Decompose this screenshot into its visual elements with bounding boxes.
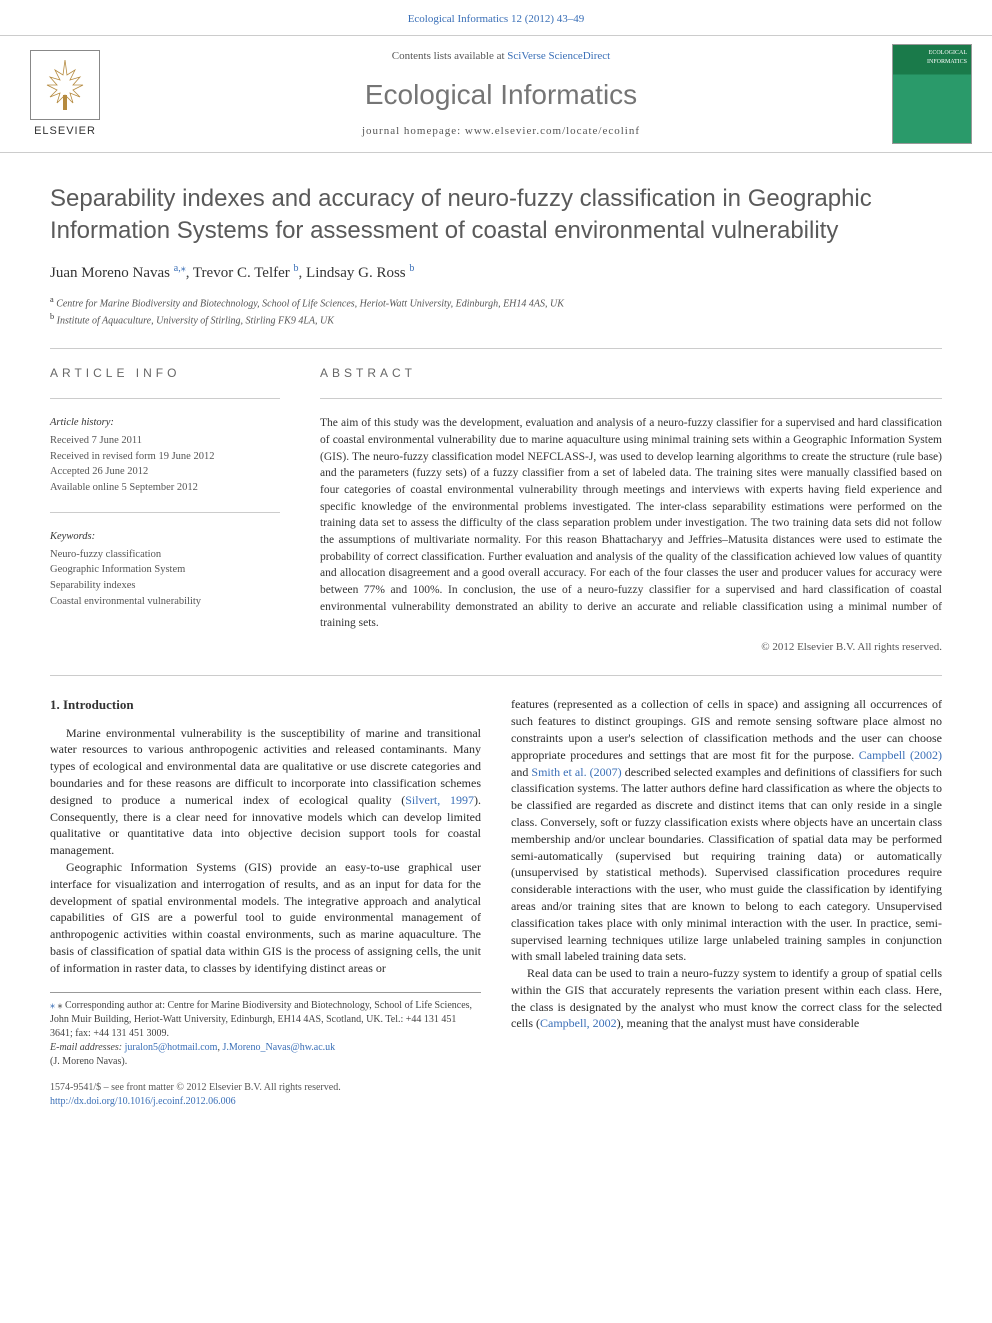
- body-column-left: 1. Introduction Marine environmental vul…: [50, 696, 481, 1109]
- main-content: Separability indexes and accuracy of neu…: [0, 153, 992, 1139]
- abstract-text: The aim of this study was the developmen…: [320, 415, 942, 632]
- history-line: Accepted 26 June 2012: [50, 464, 280, 480]
- homepage-url[interactable]: www.elsevier.com/locate/ecolinf: [465, 125, 640, 137]
- homepage-prefix: journal homepage:: [362, 125, 465, 137]
- email-line: E-mail addresses: juralon5@hotmail.com, …: [50, 1041, 481, 1055]
- article-title: Separability indexes and accuracy of neu…: [50, 183, 942, 245]
- header-banner: ELSEVIER Contents lists available at Sci…: [0, 35, 992, 153]
- keyword: Geographic Information System: [50, 562, 280, 578]
- author-2-aff: b: [294, 263, 299, 274]
- citation-campbell-2002[interactable]: Campbell (2002): [859, 748, 942, 762]
- issn-line: 1574-9541/$ – see front matter © 2012 El…: [50, 1081, 481, 1095]
- affiliation-a: a Centre for Marine Biodiversity and Bio…: [50, 294, 942, 311]
- journal-citation-top[interactable]: Ecological Informatics 12 (2012) 43–49: [0, 0, 992, 35]
- journal-cover-thumbnail[interactable]: ECOLOGICAL INFORMATICS: [892, 44, 972, 144]
- doi-link[interactable]: http://dx.doi.org/10.1016/j.ecoinf.2012.…: [50, 1096, 236, 1107]
- footnotes: ⁎ ⁎ Corresponding author at: Centre for …: [50, 992, 481, 1069]
- intro-para-2: Geographic Information Systems (GIS) pro…: [50, 859, 481, 977]
- col2-para-2: Real data can be used to train a neuro-f…: [511, 965, 942, 1032]
- elsevier-logo[interactable]: ELSEVIER: [20, 44, 110, 144]
- history-line: Received in revised form 19 June 2012: [50, 449, 280, 465]
- keyword: Separability indexes: [50, 578, 280, 594]
- footer-issn-doi: 1574-9541/$ – see front matter © 2012 El…: [50, 1081, 481, 1109]
- info-abstract-row: ARTICLE INFO Article history: Received 7…: [50, 365, 942, 655]
- abstract-label: ABSTRACT: [320, 365, 942, 382]
- divider-bottom: [50, 675, 942, 676]
- author-1[interactable]: Juan Moreno Navas: [50, 265, 170, 281]
- col2-para-1: features (represented as a collection of…: [511, 696, 942, 965]
- author-3-aff: b: [409, 263, 414, 274]
- cover-label: ECOLOGICAL INFORMATICS: [927, 49, 967, 66]
- article-info-column: ARTICLE INFO Article history: Received 7…: [50, 365, 280, 655]
- affiliation-b: b Institute of Aquaculture, University o…: [50, 311, 942, 328]
- author-2[interactable]: Trevor C. Telfer: [193, 265, 290, 281]
- authors-line: Juan Moreno Navas a,⁎, Trevor C. Telfer …: [50, 262, 942, 284]
- body-columns: 1. Introduction Marine environmental vul…: [50, 696, 942, 1109]
- keywords-block: Keywords: Neuro-fuzzy classification Geo…: [50, 529, 280, 610]
- email-2[interactable]: J.Moreno_Navas@hw.ac.uk: [222, 1042, 335, 1053]
- article-history-block: Article history: Received 7 June 2011 Re…: [50, 415, 280, 496]
- citation-campbell-2002b[interactable]: Campbell, 2002: [540, 1016, 617, 1030]
- contents-list-line: Contents lists available at SciVerse Sci…: [110, 49, 892, 64]
- article-info-label: ARTICLE INFO: [50, 365, 280, 382]
- elsevier-brand-text: ELSEVIER: [34, 124, 96, 139]
- abstract-copyright: © 2012 Elsevier B.V. All rights reserved…: [320, 640, 942, 655]
- info-divider-1: [50, 398, 280, 399]
- intro-heading: 1. Introduction: [50, 696, 481, 714]
- corresponding-footnote: ⁎ ⁎ Corresponding author at: Centre for …: [50, 999, 481, 1041]
- journal-name: Ecological Informatics: [110, 75, 892, 114]
- divider-top: [50, 348, 942, 349]
- citation-smith-2007[interactable]: Smith et al. (2007): [531, 765, 621, 779]
- info-divider-2: [50, 512, 280, 513]
- abstract-column: ABSTRACT The aim of this study was the d…: [320, 365, 942, 655]
- body-column-right: features (represented as a collection of…: [511, 696, 942, 1109]
- history-line: Received 7 June 2011: [50, 433, 280, 449]
- citation-silvert[interactable]: Silvert, 1997: [405, 793, 474, 807]
- sciverse-link[interactable]: SciVerse ScienceDirect: [507, 50, 610, 62]
- email-1[interactable]: juralon5@hotmail.com: [125, 1042, 218, 1053]
- email-author: (J. Moreno Navas).: [50, 1055, 481, 1069]
- author-3[interactable]: Lindsay G. Ross: [306, 265, 406, 281]
- keyword: Coastal environmental vulnerability: [50, 594, 280, 610]
- banner-center: Contents lists available at SciVerse Sci…: [110, 49, 892, 139]
- keyword: Neuro-fuzzy classification: [50, 547, 280, 563]
- corresponding-mark[interactable]: ,⁎: [178, 263, 186, 274]
- history-heading: Article history:: [50, 415, 280, 431]
- journal-homepage-line: journal homepage: www.elsevier.com/locat…: [110, 124, 892, 139]
- contents-prefix: Contents lists available at: [392, 50, 507, 62]
- keywords-heading: Keywords:: [50, 529, 280, 545]
- elsevier-tree-icon: [30, 50, 100, 120]
- history-line: Available online 5 September 2012: [50, 480, 280, 496]
- affiliations: a Centre for Marine Biodiversity and Bio…: [50, 294, 942, 329]
- abstract-divider: [320, 398, 942, 399]
- intro-para-1: Marine environmental vulnerability is th…: [50, 725, 481, 859]
